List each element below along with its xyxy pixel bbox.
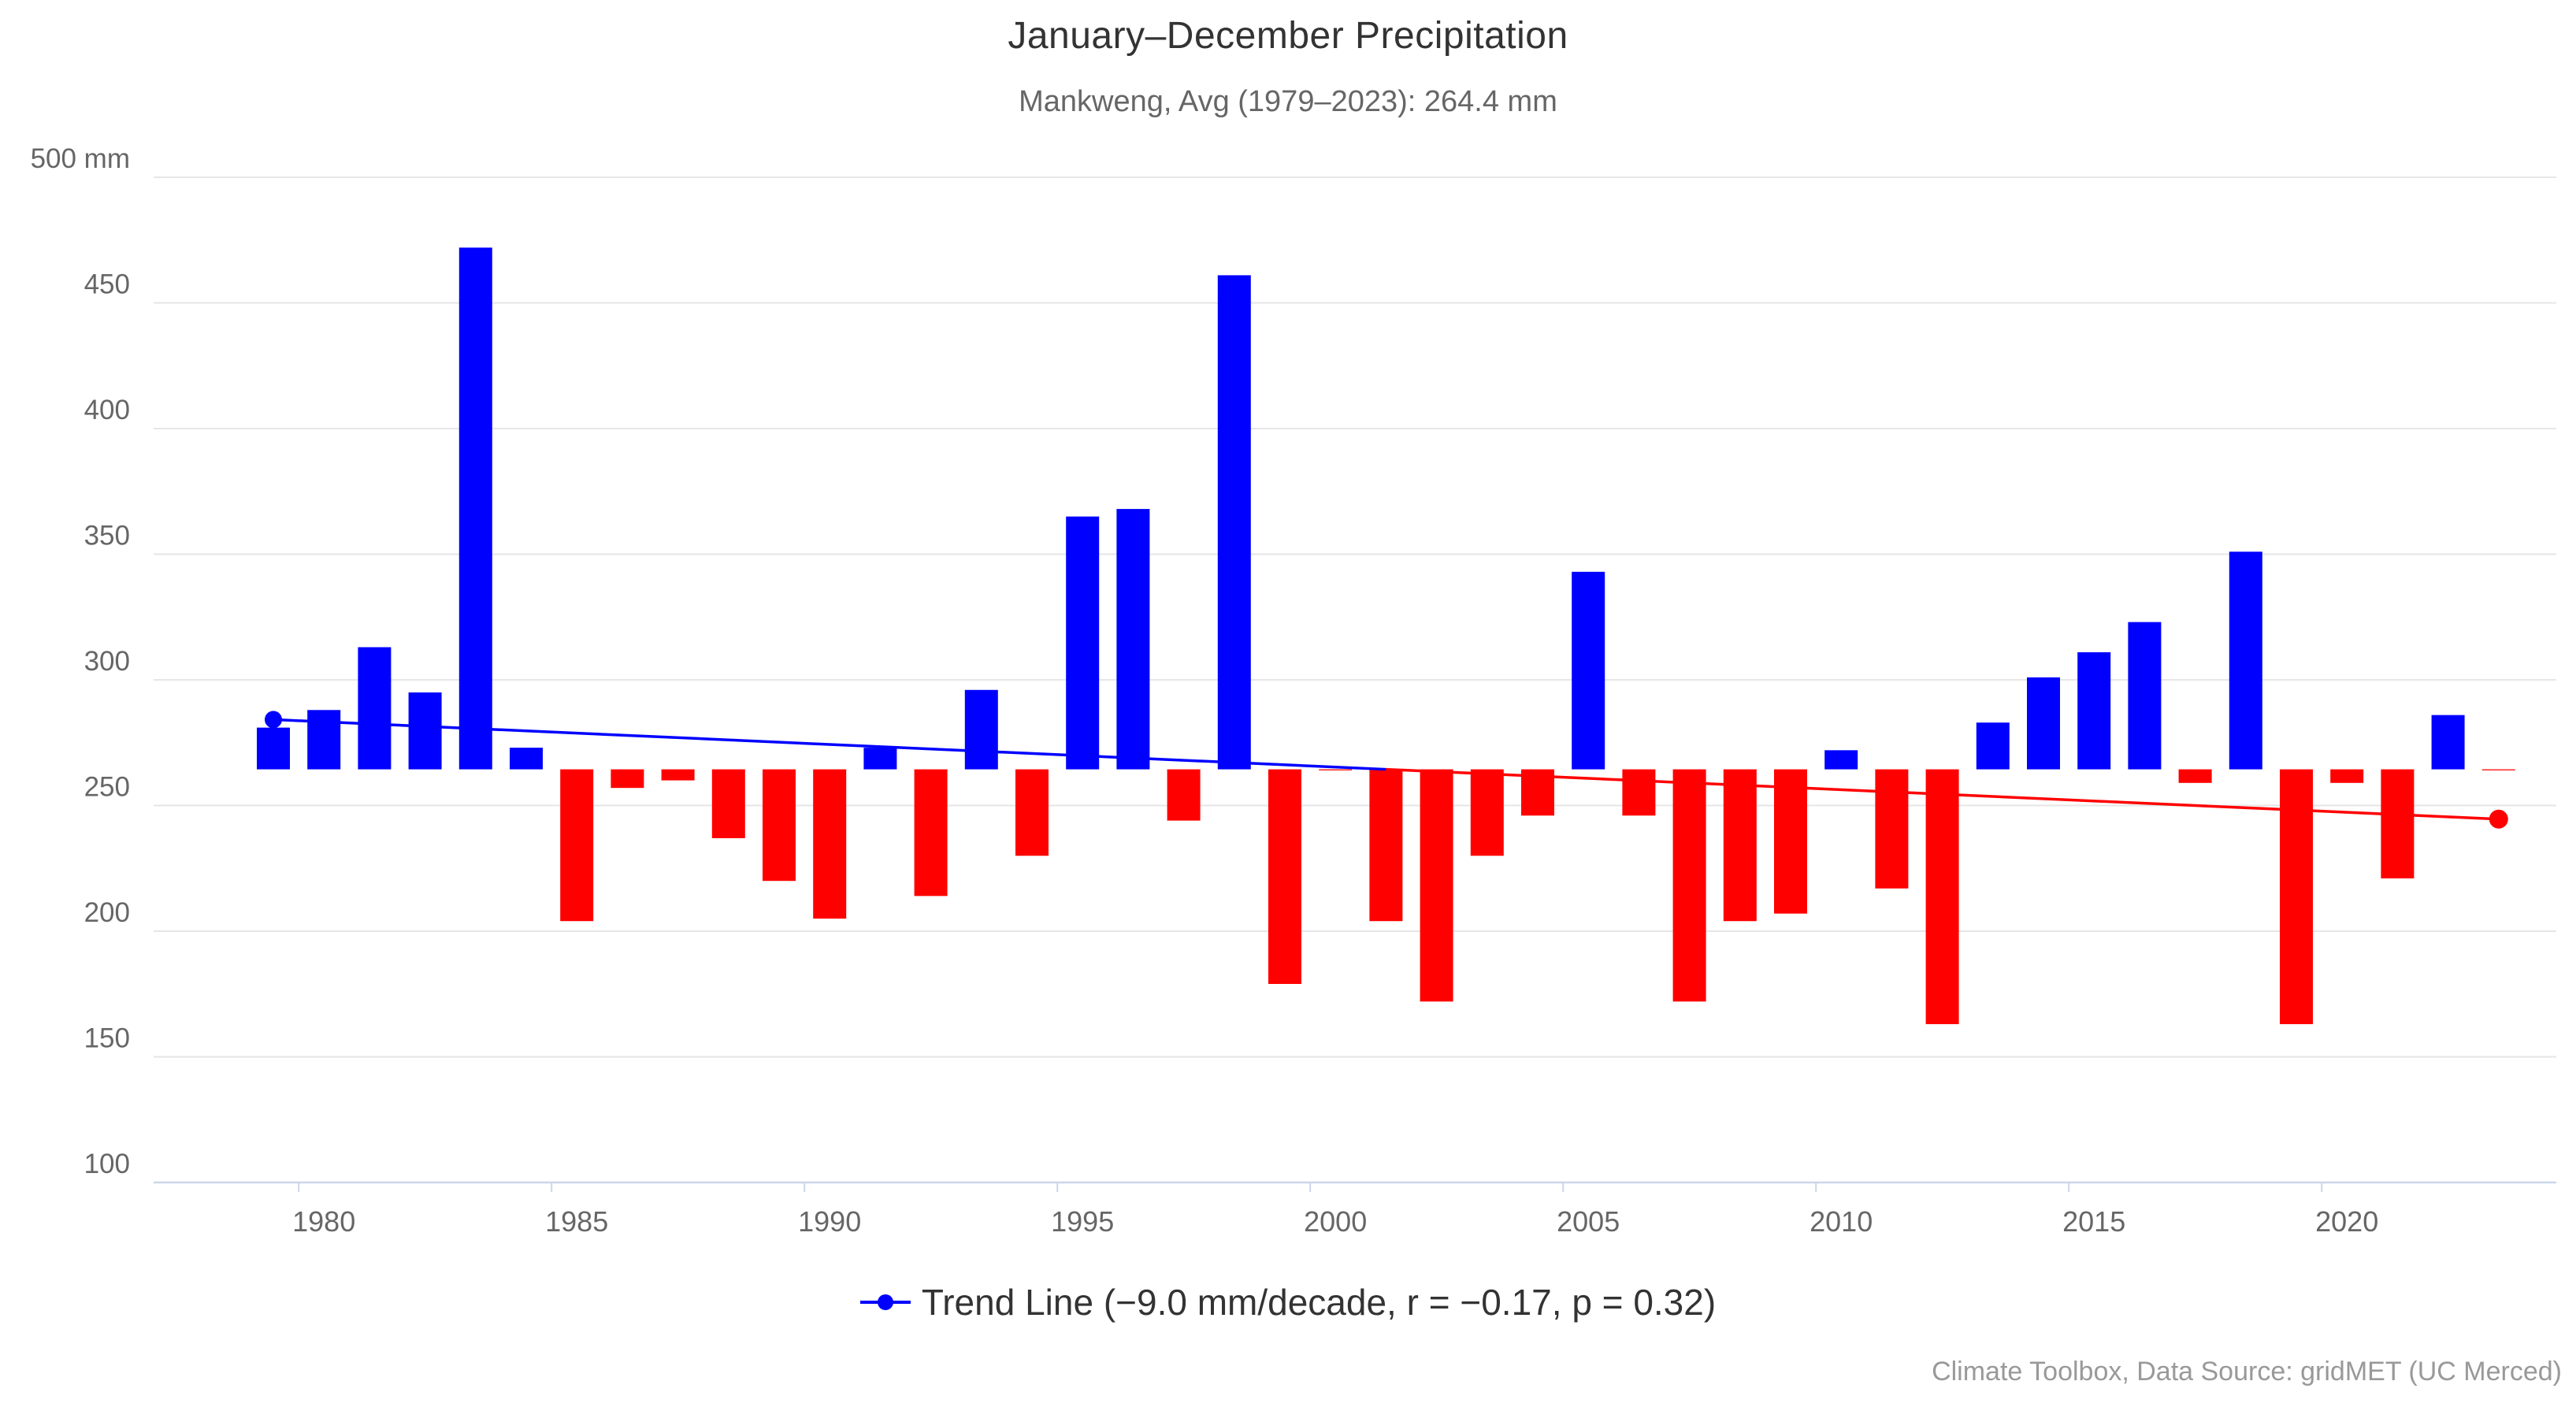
precip-bar-1989 — [763, 769, 796, 882]
legend: Trend Line (−9.0 mm/decade, r = −0.17, p… — [0, 1281, 2576, 1323]
x-tick-label-2000: 2000 — [1304, 1205, 1367, 1238]
x-tick-label-2015: 2015 — [2062, 1205, 2125, 1238]
legend-label: Trend Line (−9.0 mm/decade, r = −0.17, p… — [921, 1282, 1717, 1323]
precip-bar-1992 — [914, 769, 948, 897]
precip-bar-1996 — [1116, 509, 1150, 770]
precip-bar-2006 — [1622, 769, 1656, 816]
precip-bar-2017 — [2178, 769, 2212, 783]
precip-bar-2012 — [1925, 769, 1959, 1025]
precip-bar-1987 — [661, 769, 695, 781]
precip-bar-1983 — [458, 247, 492, 770]
x-tick-label-1995: 1995 — [1051, 1205, 1114, 1238]
precip-bar-2009 — [1774, 769, 1807, 914]
precip-bar-1994 — [1015, 769, 1049, 856]
x-tick-label-2010: 2010 — [1810, 1205, 1873, 1238]
precip-bar-1998 — [1217, 275, 1251, 770]
precip-bar-2001 — [1369, 769, 1403, 922]
precip-bar-1984 — [510, 748, 543, 770]
precip-bar-2010 — [1824, 750, 1858, 770]
y-tick-label-400: 400 — [84, 395, 130, 425]
precip-bar-1981 — [358, 647, 392, 770]
precip-bar-1993 — [964, 689, 998, 770]
y-tick-label-150: 150 — [84, 1023, 130, 1054]
precip-bar-1991 — [863, 748, 897, 770]
precip-bar-1999 — [1268, 769, 1301, 984]
precip-bar-2014 — [2027, 677, 2060, 770]
precip-bar-1995 — [1066, 516, 1100, 770]
trend-line-above-avg — [273, 718, 1386, 771]
precip-bar-1988 — [711, 769, 745, 838]
precip-bar-1990 — [813, 769, 847, 919]
legend-item-trend-line[interactable]: Trend Line (−9.0 mm/decade, r = −0.17, p… — [859, 1281, 1717, 1323]
precip-bar-2002 — [1420, 769, 1453, 1002]
chart-subtitle: Mankweng, Avg (1979–2023): 264.4 mm — [1019, 85, 1557, 118]
y-tick-label-350: 350 — [84, 521, 130, 551]
precip-bar-2016 — [2128, 622, 2162, 770]
precip-bar-1986 — [611, 769, 644, 789]
precip-bar-2018 — [2229, 551, 2262, 770]
precip-bar-2015 — [2077, 652, 2111, 770]
x-tick-label-1985: 1985 — [545, 1205, 608, 1238]
y-tick-label-500: 500 mm — [31, 143, 130, 174]
trend-line-marker-icon — [859, 1294, 911, 1310]
trend-start-dot — [265, 711, 282, 729]
trend-end-dot — [2489, 809, 2508, 829]
precip-bar-2021 — [2381, 769, 2415, 879]
x-tick-label-2005: 2005 — [1557, 1205, 1620, 1238]
precip-bar-2013 — [1976, 722, 2010, 770]
precip-bar-2020 — [2330, 769, 2364, 783]
precip-bar-1982 — [408, 692, 442, 770]
y-tick-label-100: 100 — [84, 1149, 130, 1179]
precip-bar-2022 — [2431, 715, 2465, 770]
trend-line-below-avg — [1386, 767, 2499, 821]
precip-bar-2005 — [1572, 571, 1605, 770]
credits-link[interactable]: Climate Toolbox, Data Source: gridMET (U… — [1932, 1357, 2562, 1387]
chart-title: January–December Precipitation — [1008, 15, 1568, 57]
precip-bar-1997 — [1167, 769, 1201, 821]
precip-bar-2019 — [2280, 769, 2313, 1025]
y-tick-label-200: 200 — [84, 897, 130, 928]
y-tick-label-300: 300 — [84, 646, 130, 677]
x-tick-label-2020: 2020 — [2315, 1205, 2378, 1238]
precip-bar-2007 — [1672, 769, 1706, 1002]
precip-bar-2003 — [1470, 769, 1504, 856]
x-tick-label-1980: 1980 — [292, 1205, 355, 1238]
y-tick-label-250: 250 — [84, 772, 130, 803]
precip-bar-1980 — [307, 710, 341, 770]
precip-bar-2008 — [1723, 769, 1757, 922]
precip-bar-1985 — [560, 769, 594, 922]
precip-bar-2011 — [1875, 769, 1909, 889]
y-tick-label-450: 450 — [84, 269, 130, 300]
x-tick-label-1990: 1990 — [798, 1205, 861, 1238]
precip-bar-1979 — [257, 727, 290, 770]
